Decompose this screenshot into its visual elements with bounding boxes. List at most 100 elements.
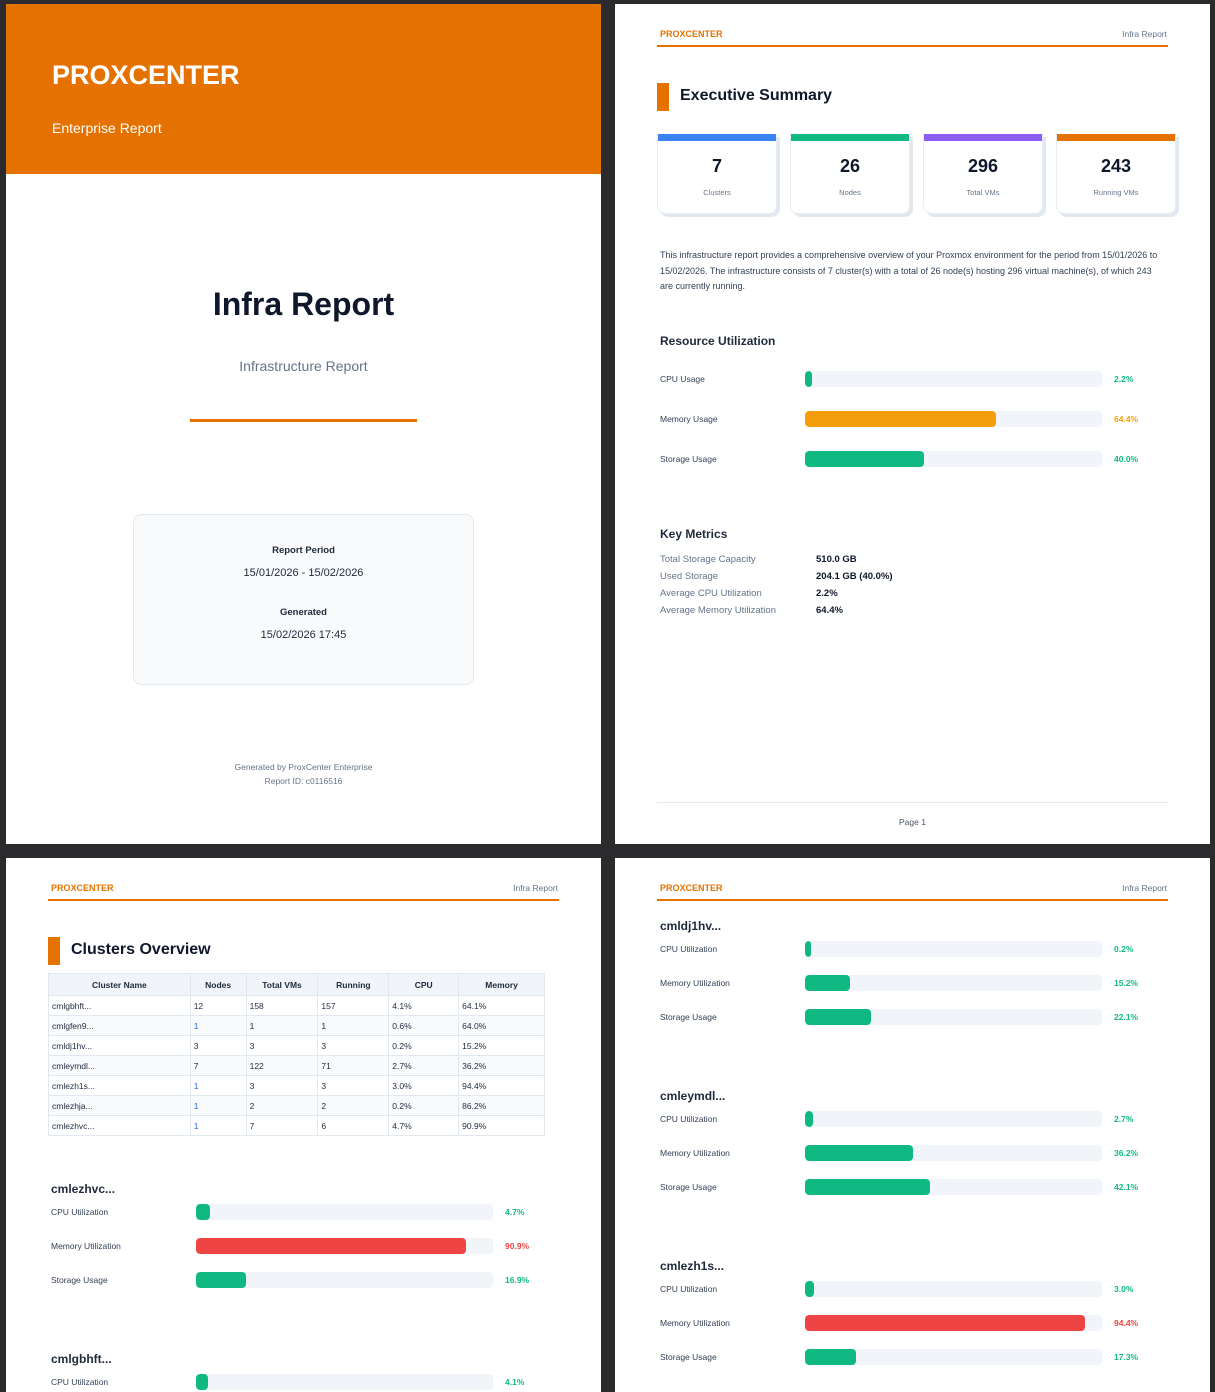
stat-card: 26 Nodes — [790, 134, 910, 214]
table-cell: 0.2% — [388, 1095, 460, 1116]
table-cell: cmlgfen9... — [48, 1015, 191, 1036]
table-cell: 2 — [245, 1095, 319, 1116]
cover-subtitle: Enterprise Report — [52, 120, 162, 136]
metric-value: 510.0 GB — [816, 554, 857, 565]
resource-utilization-title: Resource Utilization — [660, 334, 776, 348]
progress-bar — [805, 1179, 1102, 1195]
generated-value: 15/02/2026 17:45 — [260, 629, 347, 641]
table-cell: 71 — [317, 1055, 390, 1076]
section-title: Clusters Overview — [71, 941, 211, 958]
bar-percent: 36.2% — [1114, 1148, 1139, 1158]
stat-card: 296 Total VMs — [923, 134, 1043, 214]
table-cell: 3 — [317, 1035, 390, 1056]
card-stripe — [658, 134, 776, 141]
cover-report-type: Infrastructure Report — [239, 358, 368, 374]
key-metrics-title: Key Metrics — [660, 527, 728, 541]
table-cell: 7 — [189, 1055, 247, 1076]
stat-label: Running VMs — [1093, 188, 1139, 197]
progress-bar — [805, 975, 1102, 991]
table-cell: 1 — [245, 1015, 319, 1036]
table-cell: 4.1% — [388, 995, 460, 1016]
cover-footer-line2: Report ID: c0116516 — [264, 776, 343, 786]
header-report-name: Infra Report — [1122, 29, 1167, 39]
metric-value: 204.1 GB (40.0%) — [816, 571, 893, 582]
table-row: cmlgbhft... 12 158 157 4.1% 64.1% — [48, 995, 545, 1016]
progress-bar — [805, 1111, 1102, 1127]
card-stripe — [924, 134, 1042, 141]
table-cell: 64.1% — [458, 995, 545, 1016]
bar-label: CPU Utilization — [660, 1284, 718, 1294]
table-cell: cmlgbhft... — [48, 995, 191, 1016]
clusters-page: PROXCENTER Infra Report Clusters Overvie… — [6, 858, 601, 1392]
card-stripe — [1057, 134, 1175, 141]
table-row: cmlgfen9... 1 1 1 0.6% 64.0% — [48, 1015, 545, 1036]
table-cell: cmleymdl... — [48, 1055, 191, 1076]
metric-label: Total Storage Capacity — [660, 554, 756, 565]
column-header: Cluster Name — [48, 973, 191, 996]
metric-label: Average Memory Utilization — [660, 605, 776, 616]
progress-fill — [196, 1374, 209, 1390]
cluster-name: cmldj1hv... — [660, 919, 722, 933]
header-brand: PROXCENTER — [51, 883, 114, 893]
bar-percent: 42.1% — [1114, 1182, 1139, 1192]
bar-percent: 3.0% — [1114, 1284, 1134, 1294]
bar-label: CPU Usage — [660, 374, 705, 384]
table-cell: 2.7% — [388, 1055, 460, 1076]
table-cell: cmlezhja... — [48, 1095, 191, 1116]
stat-label: Total VMs — [966, 188, 1000, 197]
table-row: cmlezh1s... 1 3 3 3.0% 94.4% — [48, 1075, 545, 1096]
progress-bar — [805, 1009, 1102, 1025]
column-header: Memory — [458, 973, 545, 996]
table-cell: 0.2% — [388, 1035, 460, 1056]
stat-value: 26 — [839, 156, 861, 176]
progress-bar — [196, 1374, 493, 1390]
progress-fill — [196, 1204, 210, 1220]
cluster-name: cmlgbhft... — [51, 1352, 112, 1366]
progress-fill — [805, 1179, 931, 1195]
bar-label: CPU Utilization — [660, 1114, 718, 1124]
table-cell: 64.0% — [458, 1015, 545, 1036]
footer-divider — [657, 802, 1168, 803]
progress-fill — [805, 411, 997, 427]
bar-percent: 17.3% — [1114, 1352, 1139, 1362]
table-cell: 0.6% — [388, 1015, 460, 1036]
bar-percent: 0.2% — [1114, 944, 1134, 954]
summary-page: PROXCENTER Infra Report Executive Summar… — [615, 4, 1210, 844]
table-cell: 1 — [189, 1095, 247, 1116]
bar-label: Storage Usage — [660, 1012, 717, 1022]
progress-bar — [196, 1238, 493, 1254]
header-report-name: Infra Report — [1122, 883, 1167, 893]
progress-bar — [805, 1315, 1102, 1331]
header-report-name: Infra Report — [513, 883, 558, 893]
progress-fill — [196, 1272, 247, 1288]
bar-label: Storage Usage — [660, 1182, 717, 1192]
bar-label: Storage Usage — [660, 1352, 717, 1362]
header-divider — [48, 899, 559, 901]
table-cell: 6 — [317, 1115, 390, 1136]
table-cell: 3 — [317, 1075, 390, 1096]
column-header: CPU — [388, 973, 460, 996]
table-cell: 3 — [189, 1035, 247, 1056]
stat-card: 7 Clusters — [657, 134, 777, 214]
table-cell: 1 — [189, 1075, 247, 1096]
section-title: Executive Summary — [680, 87, 833, 104]
bar-percent: 22.1% — [1114, 1012, 1139, 1022]
bar-percent: 4.1% — [505, 1377, 525, 1387]
bar-label: Memory Utilization — [660, 1148, 730, 1158]
stat-value: 296 — [967, 156, 999, 176]
summary-paragraph: This infrastructure report provides a co… — [660, 250, 1158, 291]
stat-value: 7 — [711, 156, 722, 176]
metric-label: Average CPU Utilization — [660, 588, 762, 599]
table-cell: 90.9% — [458, 1115, 545, 1136]
table-cell: 94.4% — [458, 1075, 545, 1096]
report-info-box: Report Period 15/01/2026 - 15/02/2026 Ge… — [133, 514, 474, 685]
page-number: Page 1 — [899, 817, 926, 827]
progress-fill — [805, 941, 811, 957]
period-label: Report Period — [272, 545, 335, 556]
bar-percent: 15.2% — [1114, 978, 1139, 988]
progress-fill — [805, 1281, 814, 1297]
section-marker — [657, 83, 669, 111]
progress-bar — [805, 1349, 1102, 1365]
cover-brand: PROXCENTER — [52, 60, 240, 90]
progress-bar — [805, 941, 1102, 957]
